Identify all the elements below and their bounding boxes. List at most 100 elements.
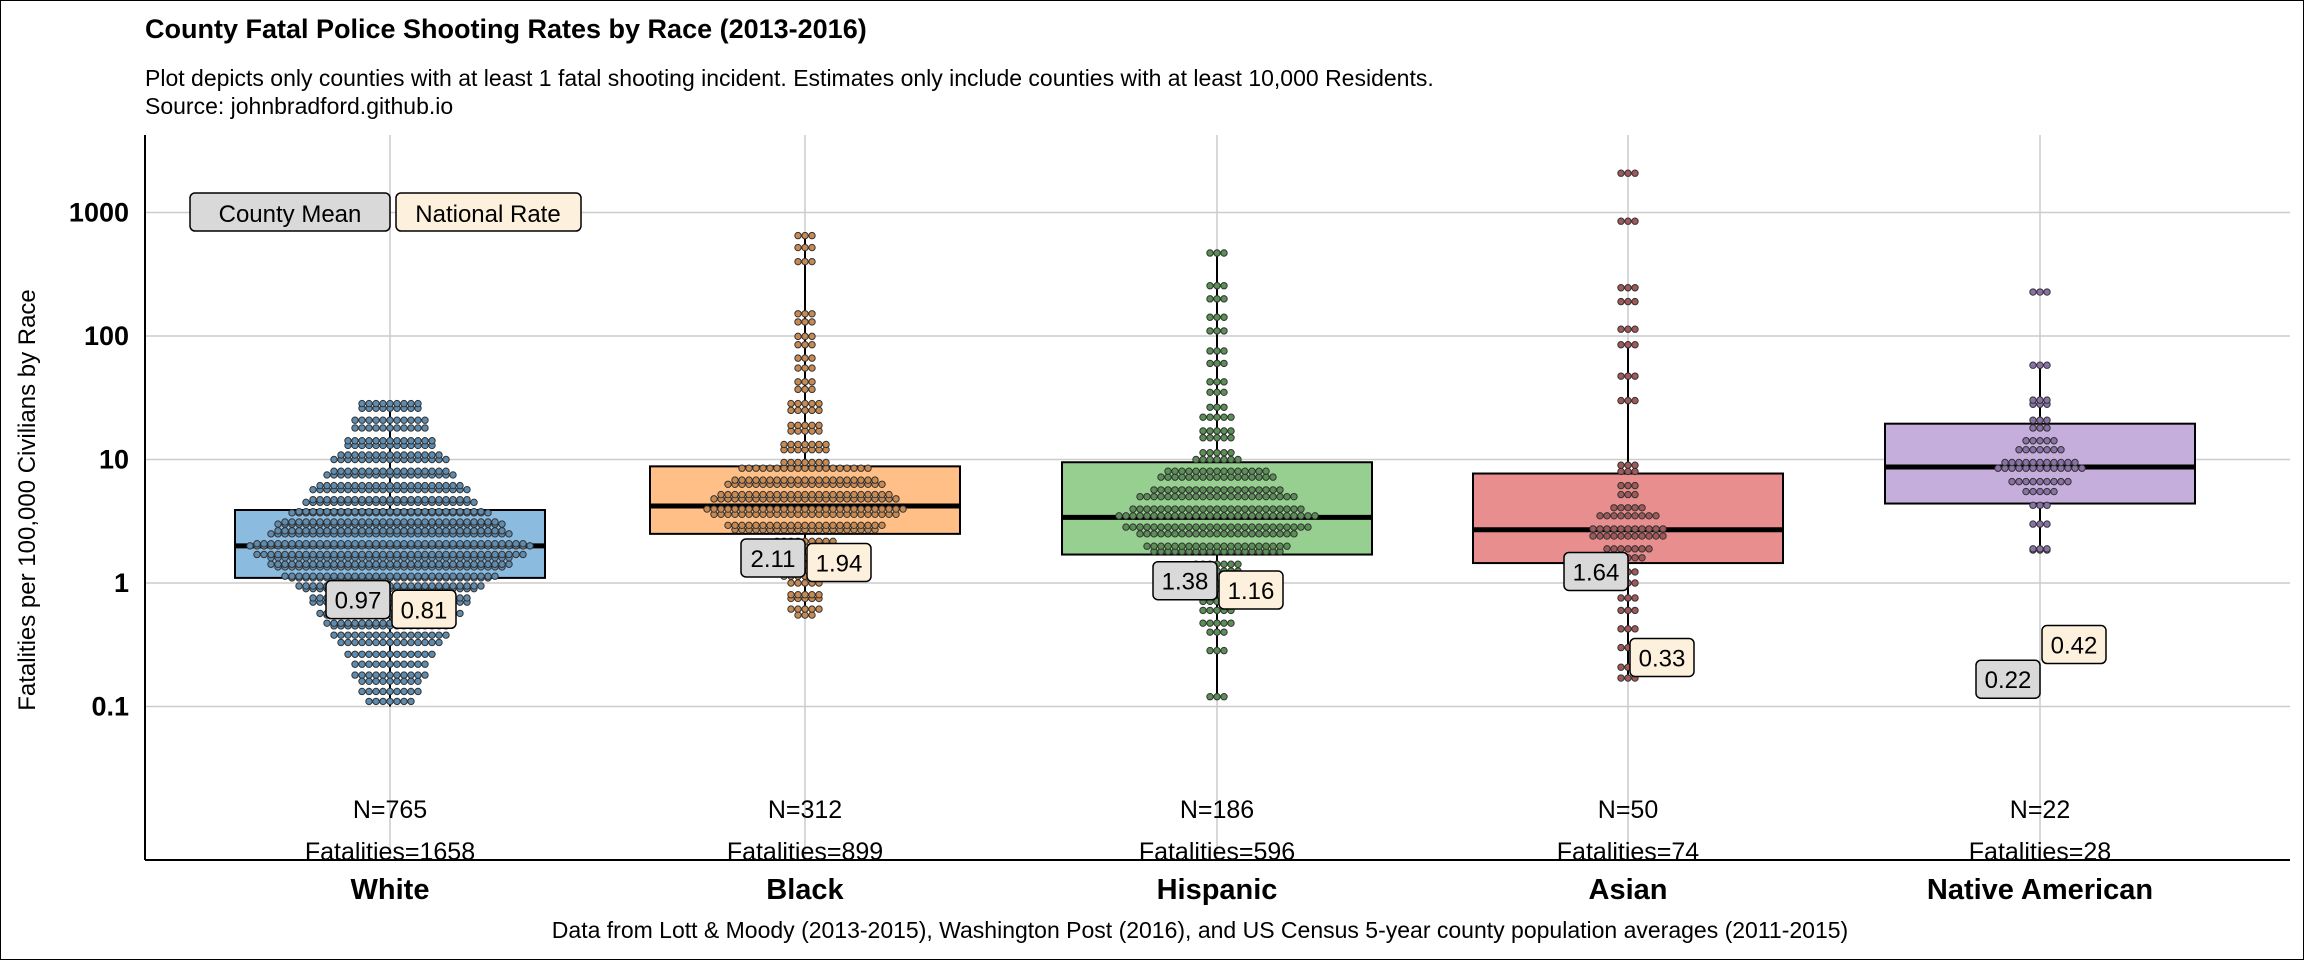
- data-point: [414, 451, 422, 459]
- data-point: [2050, 437, 2058, 445]
- data-point: [498, 520, 506, 528]
- data-point: [1199, 512, 1207, 520]
- data-point: [794, 310, 802, 318]
- data-point: [491, 550, 499, 559]
- data-point: [1206, 606, 1214, 615]
- data-point: [421, 495, 429, 504]
- data-point: [372, 527, 380, 535]
- data-point: [393, 495, 401, 504]
- data-point: [1262, 492, 1270, 501]
- data-point: [309, 594, 317, 602]
- data-point: [1262, 467, 1270, 475]
- data-point: [878, 490, 886, 499]
- data-point: [864, 521, 872, 530]
- data-point: [1199, 413, 1207, 421]
- data-point: [435, 527, 443, 535]
- data-point: [1199, 486, 1207, 494]
- data-point: [400, 424, 408, 432]
- data-point: [759, 490, 767, 499]
- data-point: [1178, 505, 1186, 513]
- data-point: [484, 518, 492, 526]
- data-point: [808, 458, 816, 467]
- data-point: [1624, 594, 1632, 602]
- data-point: [365, 451, 373, 459]
- data-point: [414, 518, 422, 526]
- data-point: [1192, 492, 1200, 501]
- data-point: [2043, 437, 2051, 445]
- data-point: [843, 476, 851, 484]
- data-point: [1171, 492, 1179, 501]
- data-point: [1143, 512, 1151, 520]
- data-point: [1631, 297, 1639, 306]
- data-point: [421, 518, 429, 526]
- data-point: [435, 467, 443, 475]
- labels-layer: 0.97 0.81 N=765 Fatalities=1658 2.11 1.94 N=31…: [305, 538, 2111, 866]
- data-point: [822, 505, 830, 513]
- data-point: [1213, 282, 1221, 290]
- data-point: [1178, 523, 1186, 531]
- data-point: [1206, 693, 1214, 701]
- data-point: [379, 507, 387, 516]
- data-point: [1220, 467, 1228, 475]
- data-point: [302, 582, 310, 590]
- data-point: [1276, 523, 1284, 531]
- data-point: [2015, 458, 2023, 467]
- data-point: [456, 507, 464, 516]
- data-point: [449, 527, 457, 535]
- data-point: [1631, 396, 1639, 405]
- data-point: [878, 505, 886, 513]
- data-point: [295, 560, 303, 568]
- data-point: [1220, 628, 1228, 636]
- data-point: [1136, 523, 1144, 531]
- data-point: [414, 660, 422, 668]
- data-point: [288, 540, 296, 548]
- data-point: [344, 540, 352, 548]
- data-point: [323, 527, 331, 535]
- data-point: [337, 638, 345, 647]
- data-point: [386, 687, 394, 696]
- data-point: [393, 638, 401, 647]
- data-point: [365, 527, 373, 535]
- data-point: [400, 660, 408, 668]
- data-point: [393, 481, 401, 490]
- data-point: [309, 495, 317, 504]
- data-point: [400, 550, 408, 559]
- data-point: [1241, 542, 1249, 550]
- data-point: [1213, 619, 1221, 627]
- data-point: [836, 505, 844, 513]
- data-point: [794, 406, 802, 415]
- data-point: [1185, 467, 1193, 475]
- data-point: [449, 560, 457, 568]
- data-point: [400, 518, 408, 526]
- data-point: [1276, 505, 1284, 513]
- legend-item-county-mean: County Mean: [189, 192, 391, 232]
- data-point: [1213, 628, 1221, 636]
- data-point: [407, 572, 415, 580]
- data-point: [1185, 505, 1193, 513]
- data-point: [787, 440, 795, 449]
- data-point: [1178, 512, 1186, 520]
- data-point: [386, 518, 394, 526]
- data-point: [330, 527, 338, 535]
- data-point: [379, 677, 387, 685]
- data-point: [365, 540, 373, 548]
- data-point: [1631, 504, 1639, 512]
- data-point: [808, 231, 816, 240]
- data-point: [393, 697, 401, 706]
- data-point: [1206, 619, 1214, 627]
- data-point: [864, 476, 872, 484]
- data-point: [1213, 512, 1221, 520]
- data-point: [309, 560, 317, 568]
- data-point: [2043, 396, 2051, 404]
- y-tick-label: 0.1: [91, 692, 129, 722]
- data-point: [407, 660, 415, 668]
- data-point: [400, 495, 408, 504]
- data-point: [519, 550, 527, 559]
- data-point: [1624, 504, 1632, 512]
- data-point: [1624, 532, 1632, 540]
- data-point: [1199, 523, 1207, 531]
- chart-caption: Data from Lott & Moody (2013-2015), Wash…: [552, 917, 1848, 943]
- data-point: [801, 399, 809, 408]
- data-point: [1276, 530, 1284, 538]
- data-point: [386, 550, 394, 559]
